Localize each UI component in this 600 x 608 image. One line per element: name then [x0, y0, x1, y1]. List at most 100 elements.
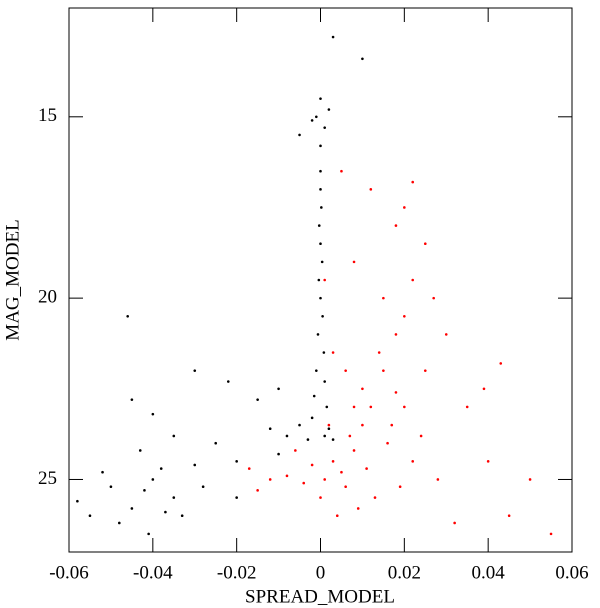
- point: [235, 496, 238, 499]
- point: [499, 362, 503, 365]
- point: [130, 507, 134, 510]
- y-tick-label: 15: [38, 105, 57, 126]
- point: [323, 380, 326, 383]
- point: [310, 416, 314, 420]
- point: [369, 188, 373, 191]
- point: [247, 467, 251, 470]
- point: [486, 460, 490, 463]
- point: [403, 206, 406, 209]
- point: [365, 467, 368, 470]
- point: [323, 434, 326, 438]
- point: [268, 478, 272, 481]
- point: [382, 296, 385, 300]
- point: [226, 380, 230, 383]
- point: [386, 441, 389, 445]
- point: [298, 423, 301, 427]
- point: [322, 351, 326, 354]
- point: [138, 449, 142, 452]
- point: [453, 521, 456, 525]
- x-tick-label: 0.02: [388, 562, 421, 583]
- point: [294, 449, 297, 452]
- point: [423, 242, 427, 246]
- point: [88, 514, 92, 518]
- point: [130, 398, 134, 401]
- point: [411, 460, 415, 463]
- point: [317, 224, 321, 227]
- point: [323, 478, 326, 481]
- point: [352, 449, 356, 452]
- point: [390, 423, 394, 427]
- point: [323, 278, 326, 282]
- point: [340, 169, 343, 173]
- point: [344, 369, 347, 372]
- point: [316, 333, 320, 336]
- point: [352, 405, 356, 409]
- point: [143, 489, 146, 492]
- point: [201, 485, 205, 489]
- point: [356, 507, 360, 510]
- x-tick-label: -0.02: [217, 562, 257, 583]
- point: [317, 278, 321, 282]
- point: [172, 496, 176, 499]
- point: [327, 427, 331, 430]
- point: [373, 496, 377, 499]
- point: [180, 514, 184, 518]
- point: [310, 463, 314, 467]
- point: [394, 224, 398, 227]
- point: [352, 260, 356, 264]
- point: [256, 489, 259, 492]
- x-axis-label: SPREAD_MODEL: [245, 586, 395, 607]
- point: [323, 126, 326, 129]
- point: [344, 485, 347, 489]
- point: [403, 314, 406, 318]
- point: [172, 434, 176, 438]
- x-tick-label: 0.06: [555, 562, 588, 583]
- point: [331, 438, 335, 441]
- point: [331, 35, 335, 39]
- point: [432, 296, 435, 300]
- point: [306, 438, 310, 441]
- point: [482, 387, 486, 391]
- point: [394, 333, 398, 336]
- point: [151, 478, 155, 481]
- point: [319, 188, 322, 191]
- point: [444, 333, 448, 336]
- point: [465, 405, 469, 409]
- point: [101, 470, 104, 474]
- point: [348, 434, 352, 438]
- point: [403, 405, 406, 409]
- x-tick-label: -0.04: [133, 562, 173, 583]
- point: [423, 369, 427, 372]
- point: [315, 369, 318, 372]
- point: [361, 57, 364, 61]
- point: [361, 387, 364, 391]
- point: [159, 467, 163, 470]
- point: [118, 521, 121, 525]
- point: [377, 351, 381, 354]
- point: [193, 369, 197, 372]
- point: [436, 478, 440, 481]
- point: [382, 369, 385, 372]
- point: [398, 485, 402, 489]
- point: [285, 434, 289, 438]
- point: [76, 499, 79, 503]
- point: [319, 296, 322, 300]
- point: [285, 474, 289, 478]
- point: [298, 133, 301, 137]
- point: [394, 391, 398, 394]
- point: [319, 97, 322, 100]
- point: [319, 496, 322, 499]
- point: [419, 434, 423, 438]
- point: [312, 394, 316, 398]
- point: [268, 427, 272, 430]
- point: [321, 314, 324, 318]
- x-tick-label: -0.06: [49, 562, 89, 583]
- plot-frame: [68, 7, 573, 553]
- point: [319, 242, 322, 246]
- x-tick-label: 0.04: [472, 562, 506, 583]
- point: [310, 119, 314, 122]
- point: [235, 460, 238, 463]
- point: [126, 314, 129, 318]
- point: [325, 405, 329, 409]
